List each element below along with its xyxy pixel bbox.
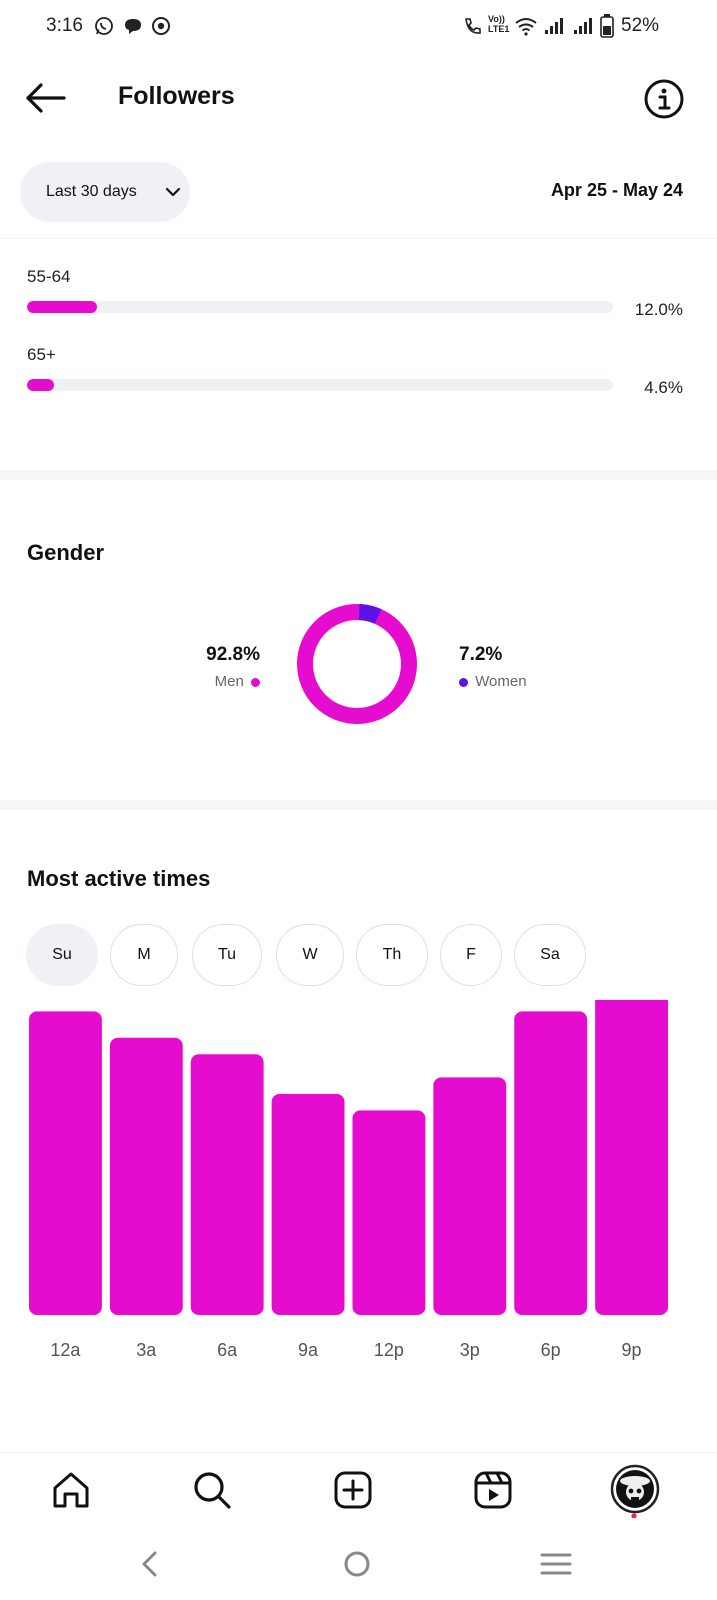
day-chip-th[interactable]: Th xyxy=(356,924,428,986)
bottom-nav-divider xyxy=(0,1452,717,1453)
chart-bar-3p[interactable] xyxy=(433,1077,507,1315)
chart-bar-9a[interactable] xyxy=(271,1093,345,1315)
chart-x-label: 6a xyxy=(217,1340,238,1360)
network-label: Vo)) LTE1 xyxy=(488,14,510,34)
app-header: Followers xyxy=(0,54,717,144)
chat-bubble-icon xyxy=(125,19,141,34)
status-time: 3:16 xyxy=(46,15,83,36)
chart-bar-3a[interactable] xyxy=(109,1037,183,1315)
day-chip-w[interactable]: W xyxy=(276,924,344,986)
men-legend: Men xyxy=(215,673,260,690)
back-nav-icon[interactable] xyxy=(126,1540,174,1588)
battery-icon xyxy=(600,14,614,38)
age-percent: 4.6% xyxy=(644,378,683,397)
chart-x-label: 3a xyxy=(136,1340,157,1360)
chart-bar-6p[interactable] xyxy=(514,1011,588,1315)
day-chip-tu[interactable]: Tu xyxy=(192,924,262,986)
battery-text: 52% xyxy=(621,15,660,36)
men-percent: 92.8% xyxy=(206,644,260,665)
signal-icon xyxy=(545,18,563,34)
recents-nav-icon[interactable] xyxy=(532,1540,580,1588)
age-percent: 12.0% xyxy=(634,300,683,319)
section-divider xyxy=(0,800,717,810)
age-bar-track xyxy=(27,301,613,313)
chart-bar-6a[interactable] xyxy=(190,1054,264,1315)
date-range-text: Apr 25 - May 24 xyxy=(550,180,683,200)
chart-bar-9p[interactable] xyxy=(595,1000,668,1315)
women-dot xyxy=(459,677,468,687)
page-title: Followers xyxy=(118,82,235,110)
day-chip-sa[interactable]: Sa xyxy=(514,924,586,986)
chart-x-label: 12p xyxy=(374,1340,404,1360)
profile-avatar[interactable] xyxy=(610,1464,660,1518)
chevron-down-icon xyxy=(165,187,181,197)
age-bar-fill xyxy=(27,301,98,313)
call-icon xyxy=(465,18,481,34)
whatsapp-icon xyxy=(95,17,113,35)
women-legend: Women xyxy=(459,673,527,690)
men-dot xyxy=(251,677,260,687)
gender-donut-chart xyxy=(297,604,417,724)
day-chip-su[interactable]: Su xyxy=(26,924,98,986)
chart-bar-12p[interactable] xyxy=(352,1110,426,1315)
day-chip-m[interactable]: M xyxy=(110,924,178,986)
chart-x-label: 12a xyxy=(50,1340,81,1360)
chart-x-label: 9a xyxy=(298,1340,319,1360)
wifi-icon xyxy=(515,18,537,36)
active-times-bar-chart: 12a 3a 6a 9a 12p 3p 6p 9p xyxy=(29,1000,668,1360)
signal-icon-2 xyxy=(574,18,592,34)
day-chip-f[interactable]: F xyxy=(440,924,502,986)
most-active-times-title: Most active times xyxy=(27,866,211,891)
chrome-icon xyxy=(152,17,170,35)
status-bar: 3:16 Vo)) LTE1 52% xyxy=(0,0,717,54)
age-range-label: 65+ xyxy=(27,345,56,364)
men-label: Men xyxy=(214,673,244,690)
filter-row: Last 30 days Apr 25 - May 24 xyxy=(0,158,717,224)
gender-title: Gender xyxy=(27,540,105,565)
date-range-dropdown[interactable]: Last 30 days xyxy=(20,162,190,222)
chart-x-label: 3p xyxy=(460,1340,480,1360)
home-nav-icon[interactable] xyxy=(333,1540,381,1588)
women-percent: 7.2% xyxy=(459,644,503,665)
reels-icon[interactable] xyxy=(471,1468,515,1512)
age-row: 55-64 12.0% xyxy=(0,267,717,337)
age-bar-fill xyxy=(27,379,54,391)
age-range-label: 55-64 xyxy=(27,267,71,286)
age-bar-track xyxy=(27,379,613,391)
section-divider xyxy=(0,470,717,480)
women-label: Women xyxy=(475,673,527,690)
header-divider xyxy=(0,238,717,239)
donut-men-arc xyxy=(297,604,417,724)
create-icon[interactable] xyxy=(331,1468,375,1512)
chart-x-label: 9p xyxy=(622,1340,642,1360)
chart-bar-12a[interactable] xyxy=(29,1011,102,1315)
age-row: 65+ 4.6% xyxy=(0,345,717,415)
search-icon[interactable] xyxy=(190,1468,234,1512)
chart-x-label: 6p xyxy=(541,1340,561,1360)
home-icon[interactable] xyxy=(49,1468,93,1512)
info-icon[interactable] xyxy=(643,78,685,120)
date-range-dropdown-label: Last 30 days xyxy=(46,183,137,200)
arrow-left-icon[interactable] xyxy=(24,80,68,116)
